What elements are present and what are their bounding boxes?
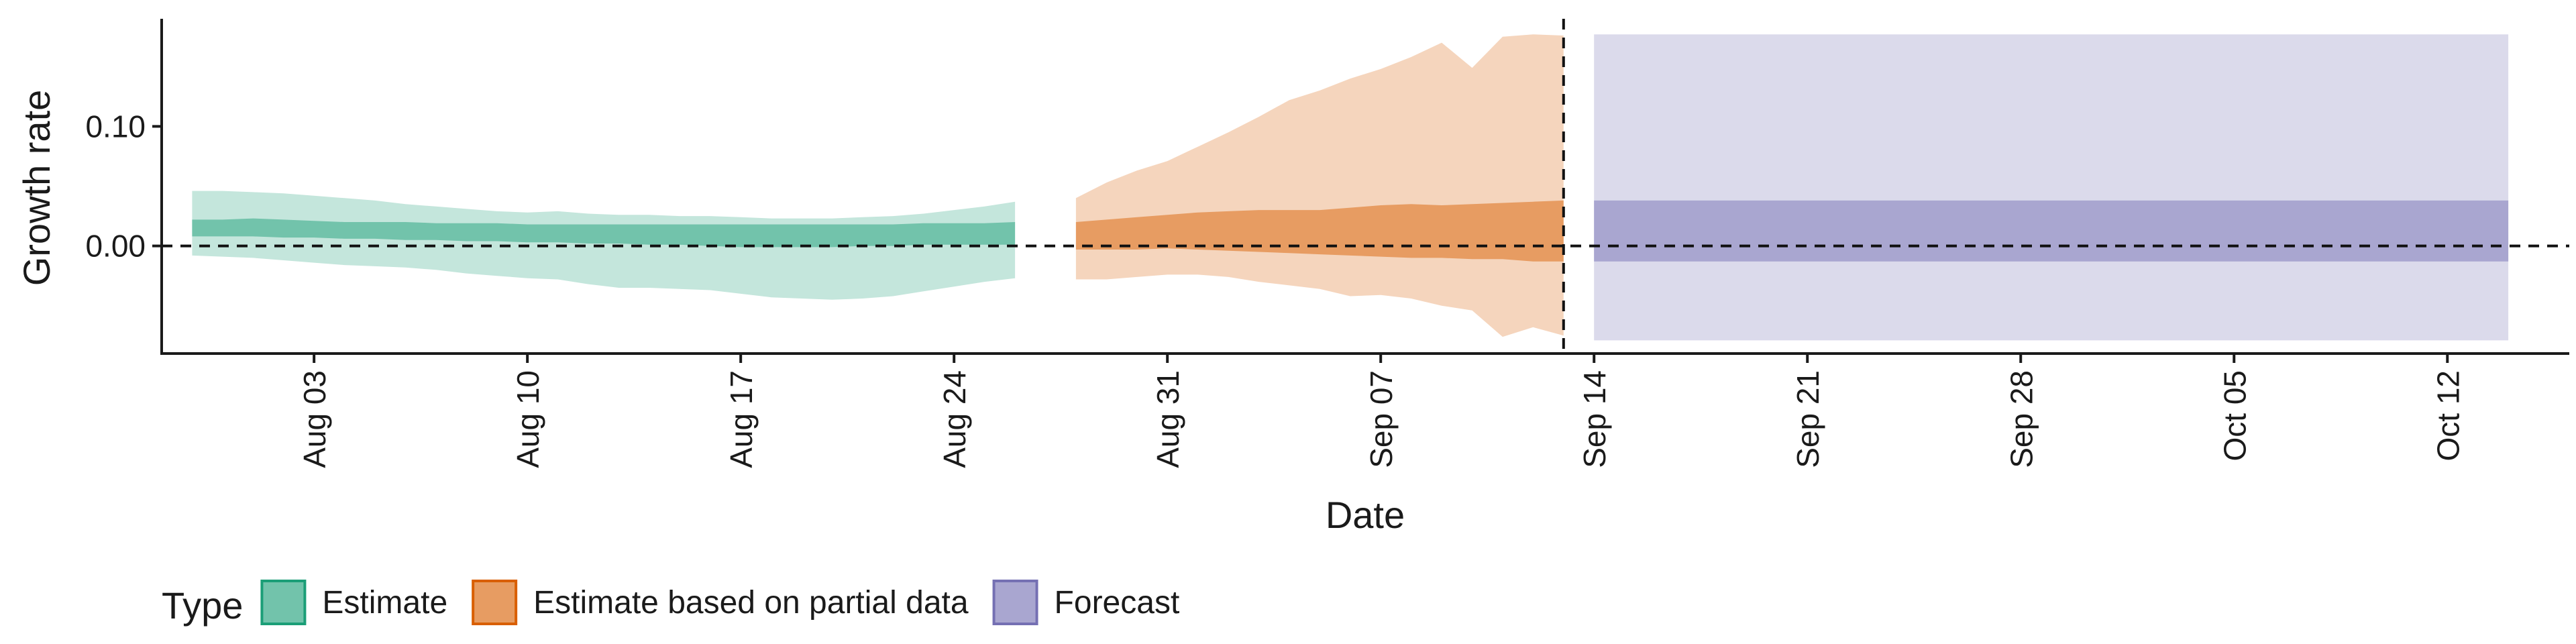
x-tick-label: Sep 07 <box>1364 370 1399 468</box>
legend: Type Estimate Estimate based on partial d… <box>162 580 1180 627</box>
legend-key-estimate <box>260 580 307 625</box>
x-tick-label: Aug 31 <box>1150 370 1185 468</box>
legend-key-estimate-based-on-partial-data <box>472 580 518 625</box>
legend-title: Type <box>162 584 243 627</box>
x-tick-label: Aug 24 <box>937 370 972 468</box>
forecast-band-90 <box>1594 34 2509 341</box>
y-tick-label: 0.10 <box>85 109 146 144</box>
x-tick-label: Oct 12 <box>2430 370 2465 462</box>
x-ticks: Aug 03 Aug 10 Aug 17 Aug 24 Aug 31 Sep 07 Sep … <box>297 354 2465 468</box>
y-tick-label: 0.00 <box>85 229 146 264</box>
y-axis-title: Growth rate <box>15 90 58 286</box>
estimate-band-50 <box>192 218 1016 248</box>
reference-lines <box>162 19 2569 354</box>
legend-key-forecast <box>992 580 1038 625</box>
x-tick-label: Aug 03 <box>297 370 332 468</box>
x-tick-label: Aug 10 <box>511 370 545 468</box>
x-tick-label: Sep 14 <box>1577 370 1612 468</box>
legend-label-estimate-based-on-partial-data: Estimate based on partial data <box>533 585 969 621</box>
x-tick-label: Aug 17 <box>724 370 759 468</box>
axes <box>160 19 2569 355</box>
legend-label-estimate: Estimate <box>322 585 447 621</box>
forecast-band-50 <box>1594 200 2509 262</box>
x-tick-label: Sep 28 <box>2004 370 2039 468</box>
x-tick-label: Sep 21 <box>1790 370 1825 468</box>
y-ticks: 0.00 0.10 <box>85 109 162 264</box>
band-layer <box>192 34 2509 341</box>
x-axis-title: Date <box>1326 494 1405 536</box>
x-tick-label: Oct 05 <box>2217 370 2252 462</box>
legend-label-forecast: Forecast <box>1055 585 1180 621</box>
estimate-based-on-partial-data-band-90 <box>1075 34 1564 337</box>
